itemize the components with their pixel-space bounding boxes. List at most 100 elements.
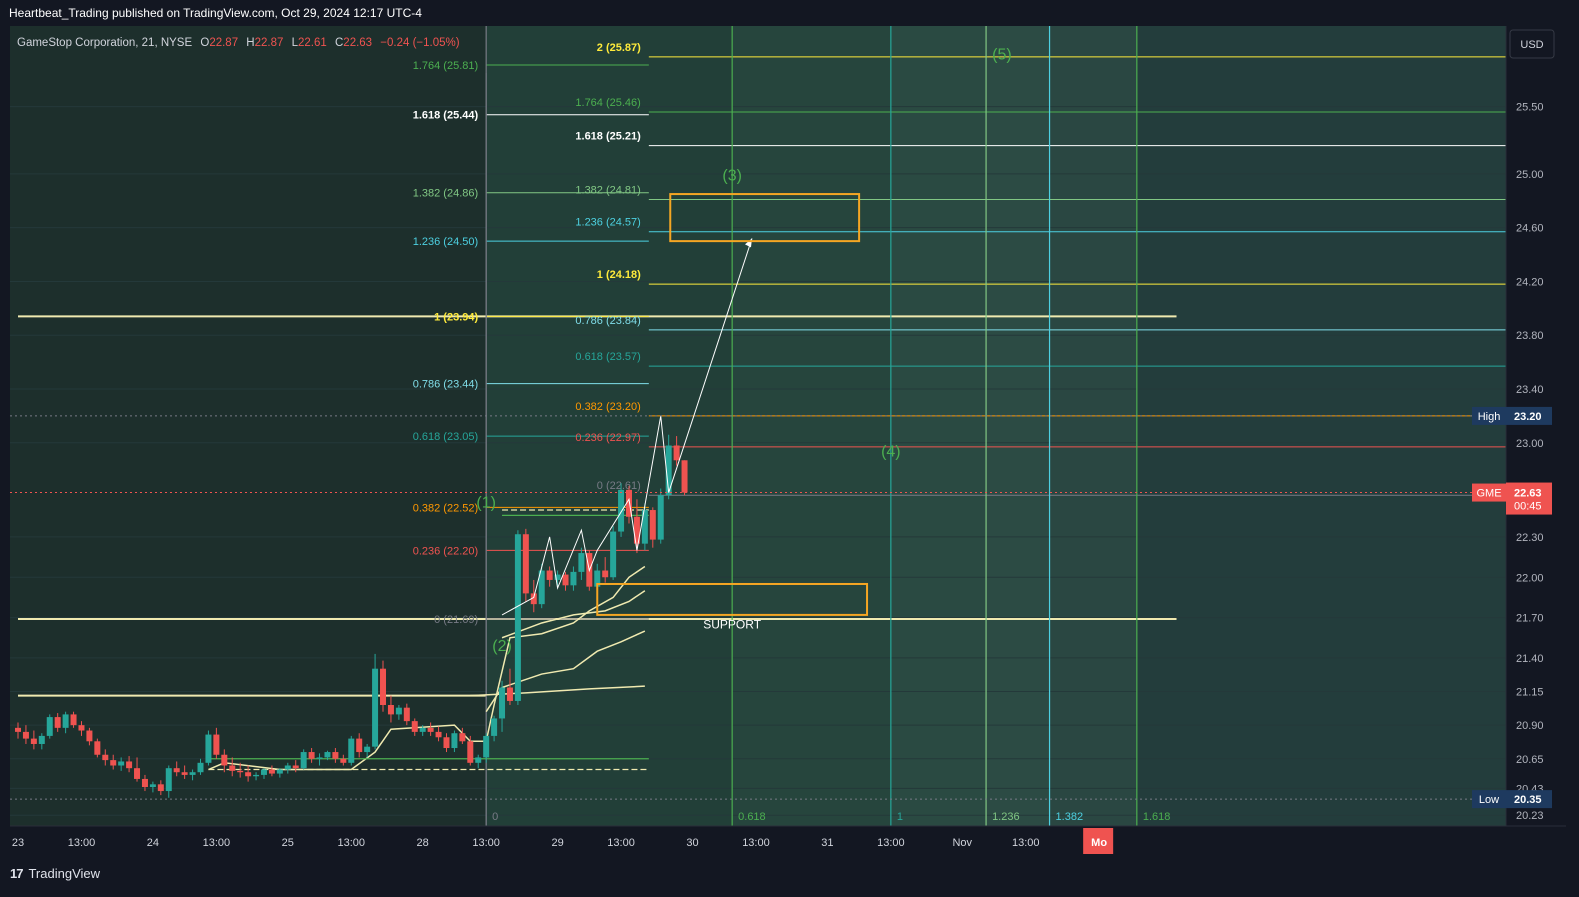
current-time-tag bbox=[1083, 828, 1114, 854]
fib-left-label: 1.382 (24.86) bbox=[413, 188, 478, 200]
candle-body bbox=[213, 734, 220, 755]
candle-body bbox=[245, 772, 252, 777]
time-tick-label: 23 bbox=[12, 837, 24, 849]
time-fib-label: 0.618 bbox=[738, 811, 766, 823]
time-axis[interactable] bbox=[10, 826, 1566, 856]
candle-body bbox=[459, 733, 466, 742]
fib-right-label: 0.618 (23.57) bbox=[575, 351, 640, 363]
high-badge bbox=[1472, 406, 1506, 425]
legend-open-label: O bbox=[200, 37, 209, 49]
time-tick-label: 13:00 bbox=[742, 837, 770, 849]
fib-right-label: 0 (22.61) bbox=[597, 480, 641, 492]
projection-arrow bbox=[668, 238, 753, 493]
candle-body bbox=[62, 714, 69, 728]
candle-body bbox=[110, 760, 117, 766]
time-tick-label: 13:00 bbox=[203, 837, 231, 849]
candle-body bbox=[229, 765, 236, 771]
candle-body bbox=[324, 752, 331, 758]
symbol-badge-label: GME bbox=[1476, 488, 1501, 500]
currency-label: USD bbox=[1520, 39, 1543, 51]
candle-body bbox=[70, 714, 77, 726]
time-fib-zone bbox=[732, 26, 891, 826]
fib-right-label: 0.236 (22.97) bbox=[575, 432, 640, 444]
candle-body bbox=[395, 707, 402, 715]
moving-average-line bbox=[501, 590, 646, 639]
wave-label: (3) bbox=[722, 168, 742, 185]
time-tick-label: 13:00 bbox=[877, 837, 905, 849]
time-tick-label: 30 bbox=[686, 837, 698, 849]
fib-right-label: 1.618 (25.21) bbox=[575, 131, 641, 143]
support-zone-box bbox=[596, 582, 869, 616]
candle-body bbox=[681, 460, 688, 493]
candle-body bbox=[618, 489, 625, 532]
time-tick-label: 13:00 bbox=[1012, 837, 1040, 849]
candle-body bbox=[181, 772, 188, 775]
candle-body bbox=[451, 733, 458, 749]
tradingview-logo[interactable]: 17 TradingView bbox=[10, 866, 100, 881]
low-price-tag bbox=[1506, 790, 1552, 809]
wave-label: (1) bbox=[476, 494, 496, 511]
fib-left-label: 1.764 (25.81) bbox=[413, 60, 478, 72]
candle-body bbox=[625, 489, 632, 517]
candle-body bbox=[403, 707, 410, 722]
price-tick-label: 25.00 bbox=[1516, 169, 1544, 181]
time-tick-label: 28 bbox=[417, 837, 429, 849]
candle-body bbox=[102, 754, 109, 761]
candle-body bbox=[126, 761, 133, 769]
candle-body bbox=[467, 741, 474, 763]
candle-body bbox=[284, 765, 291, 770]
fib-right-label: 0.382 (23.20) bbox=[575, 401, 640, 413]
candle-body bbox=[157, 784, 164, 792]
legend-change: −0.24 (−1.05%) bbox=[380, 37, 459, 49]
fib-left-label: 1.236 (24.50) bbox=[413, 236, 478, 248]
footer-bar: 17 TradingView bbox=[0, 858, 1579, 897]
fib-left-label: 1 (23.94) bbox=[434, 311, 478, 323]
candle-body bbox=[673, 445, 680, 461]
wave-zigzag bbox=[501, 415, 670, 616]
candle-body bbox=[340, 758, 347, 763]
high-price-value: 23.20 bbox=[1514, 411, 1542, 423]
candle-body bbox=[649, 510, 656, 540]
time-fib-label: 1.618 bbox=[1143, 811, 1171, 823]
candle-body bbox=[38, 735, 45, 744]
candle-body bbox=[499, 687, 506, 719]
candle-body bbox=[221, 754, 228, 766]
fib-right-label: 1 (24.18) bbox=[597, 269, 641, 281]
candle-body bbox=[554, 574, 561, 580]
time-tick-label: 13:00 bbox=[607, 837, 635, 849]
time-tick-label: 13:00 bbox=[338, 837, 366, 849]
low-price-value: 20.35 bbox=[1514, 794, 1542, 806]
candle-body bbox=[411, 721, 418, 732]
price-chart[interactable]: 1.764 (25.81) 1.618 (25.44) 1.382 (24.86) 1… bbox=[10, 26, 1566, 856]
fib-left-label: 1.618 (25.44) bbox=[413, 110, 479, 122]
fib-right-label: 1.764 (25.46) bbox=[575, 97, 640, 109]
candle-body bbox=[118, 761, 125, 766]
currency-button[interactable] bbox=[1509, 29, 1555, 59]
price-tick-label: 21.15 bbox=[1516, 687, 1544, 699]
candle-body bbox=[522, 534, 529, 594]
candle-body bbox=[427, 727, 434, 732]
attribution-text: Heartbeat_Trading published on TradingVi… bbox=[9, 6, 422, 20]
price-tick-label: 20.90 bbox=[1516, 720, 1544, 732]
time-tick-label: 13:00 bbox=[68, 837, 96, 849]
candle-body bbox=[237, 770, 244, 773]
legend-symbol: GameStop Corporation, 21, NYSE bbox=[17, 37, 192, 49]
fib-left-label: 0.618 (23.05) bbox=[413, 431, 478, 443]
candle-body bbox=[149, 784, 156, 788]
candle-body bbox=[578, 553, 585, 572]
time-tick-label: Nov bbox=[952, 837, 972, 849]
time-tick-label: 25 bbox=[282, 837, 294, 849]
attribution-header: Heartbeat_Trading published on TradingVi… bbox=[0, 0, 1579, 26]
candle-body bbox=[189, 772, 196, 775]
tradingview-logo-icon: 17 bbox=[10, 866, 24, 881]
candle-body bbox=[260, 769, 267, 775]
time-fib-zone bbox=[890, 26, 987, 826]
price-axis[interactable] bbox=[1506, 26, 1566, 856]
time-fib-label: 1.382 bbox=[1056, 811, 1084, 823]
candle-body bbox=[506, 687, 513, 701]
candle-body bbox=[292, 765, 299, 769]
fib-right-label: 1.236 (24.57) bbox=[575, 217, 640, 229]
time-fib-zone bbox=[1136, 26, 1506, 826]
candle-body bbox=[530, 593, 537, 605]
